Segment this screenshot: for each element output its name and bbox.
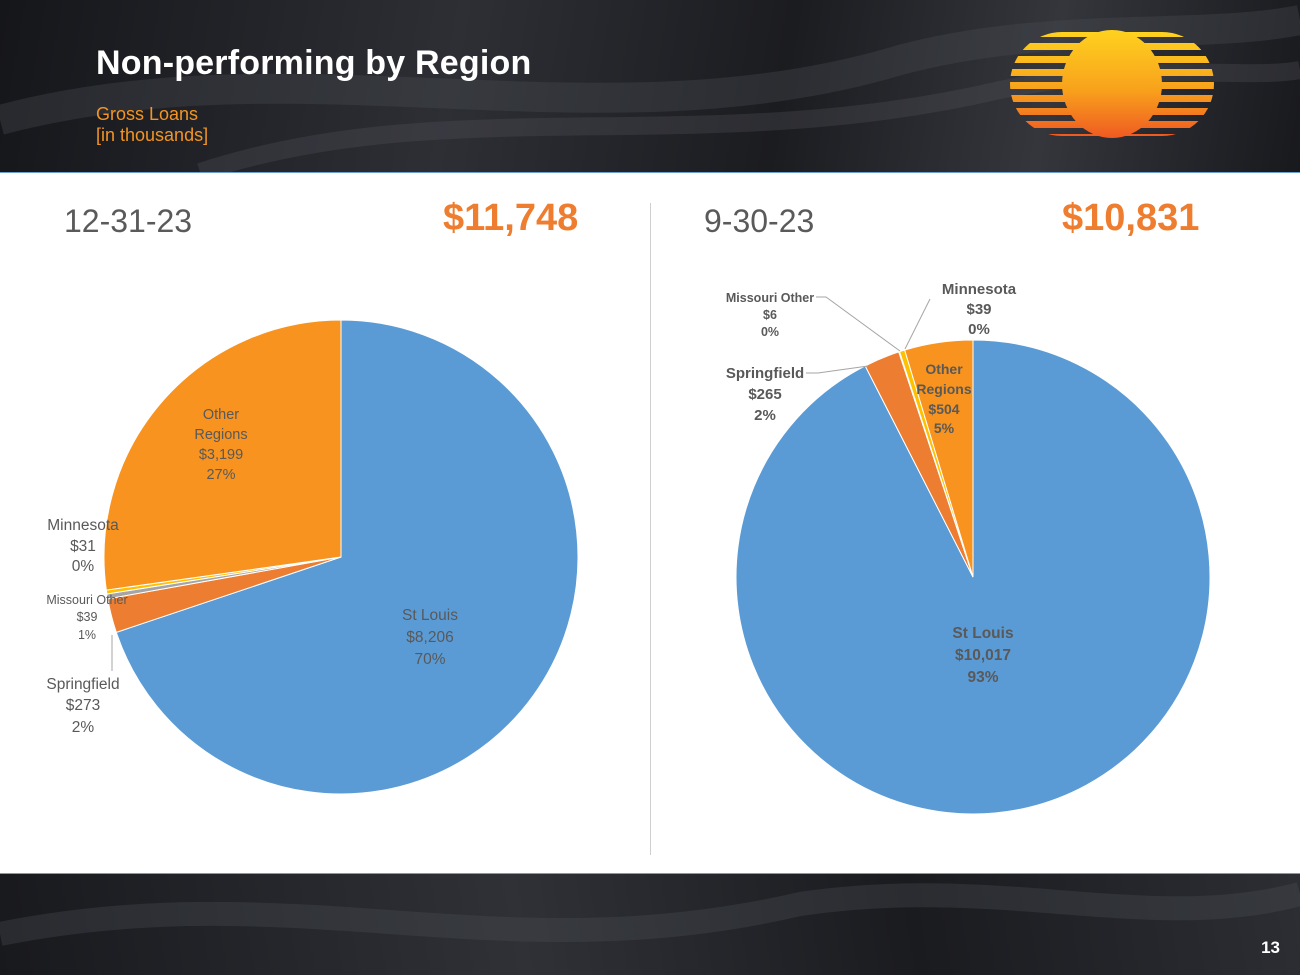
footer-swoosh-decoration: [0, 882, 1300, 946]
chart-1-label-value: $31: [70, 538, 96, 555]
chart-2-label-value: $39: [966, 301, 991, 318]
chart-2-label-pct: 0%: [968, 321, 990, 338]
chart-1-label-pct: 2%: [72, 719, 95, 736]
chart-2-label-name-line-2: Regions: [916, 381, 971, 397]
chart-2-label-minnesota: Minnesota $39 0%: [942, 281, 1017, 338]
pie-slice-st-louis: [115, 319, 579, 795]
chart-2-minnesota-leader-line: [904, 298, 931, 350]
chart-2-label-pct: 93%: [967, 669, 998, 686]
panel-divider: [650, 203, 651, 855]
chart-2-label-name: Missouri Other: [726, 291, 814, 305]
pie-chart-12-31-23: [103, 319, 579, 795]
chart-1-label-pct: 1%: [78, 628, 96, 642]
chart-1-label-value: $8,206: [406, 629, 453, 646]
chart-2-label-st-louis: St Louis $10,017 93%: [952, 625, 1013, 686]
chart-2-period: 9-30-23: [704, 203, 815, 239]
chart-1-label-name: Missouri Other: [46, 593, 127, 607]
chart-2-label-value: $10,017: [955, 647, 1011, 664]
slide-subtitle: Gross Loans [in thousands]: [96, 104, 208, 146]
chart-1-label-minnesota: Minnesota $31 0%: [47, 517, 119, 575]
chart-1-label-value: $273: [66, 697, 100, 714]
chart-2-label-pct: 2%: [754, 407, 776, 424]
chart-2-label-name-line-1: Other: [925, 361, 963, 377]
chart-1-label-value: $39: [77, 610, 98, 624]
company-logo-icon: [1010, 30, 1214, 138]
chart-1-label-pct: 27%: [206, 467, 235, 483]
pie-slice-other-regions: [103, 319, 342, 591]
charts-panel: 12-31-23 $11,748 9-30-23 $10,831 Other R…: [0, 172, 1300, 874]
chart-1-period: 12-31-23: [64, 203, 193, 239]
chart-2-label-pct: 5%: [934, 420, 955, 436]
chart-1-label-pct: 0%: [72, 558, 95, 575]
chart-1-label-value: $3,199: [199, 447, 243, 463]
chart-1-label-name-line-1: Other: [203, 407, 239, 423]
chart-2-label-value: $265: [748, 386, 781, 403]
chart-2-total: $10,831: [1062, 197, 1200, 239]
chart-1-label-name: Minnesota: [47, 517, 119, 534]
slide-title: Non-performing by Region: [96, 44, 532, 82]
chart-1-label-springfield: Springfield $273 2%: [46, 676, 119, 736]
chart-2-label-missouri-other: Missouri Other $6 0%: [726, 291, 814, 339]
chart-2-label-springfield: Springfield $265 2%: [726, 365, 804, 424]
chart-2-label-name: St Louis: [952, 625, 1013, 642]
chart-1-label-name: Springfield: [46, 676, 119, 693]
chart-1-label-name: St Louis: [402, 607, 458, 624]
chart-1-label-name-line-2: Regions: [194, 427, 247, 443]
footer-background: [0, 874, 1300, 975]
chart-1-label-st-louis: St Louis $8,206 70%: [402, 607, 458, 668]
chart-2-label-pct: 0%: [761, 325, 779, 339]
pie-charts-svg: Other Regions $3,199 27% St Louis $8,206…: [46, 281, 1211, 815]
chart-1-label-missouri-other: Missouri Other $39 1%: [46, 593, 127, 642]
page-number: 13: [1261, 938, 1280, 957]
pie-slice-other-regions: [904, 339, 974, 578]
chart-2-label-name: Springfield: [726, 365, 804, 382]
chart-1-label-pct: 70%: [414, 651, 445, 668]
chart-2-label-value: $6: [763, 308, 777, 322]
chart-2-missouri-other-leader-line: [816, 296, 901, 352]
pie-chart-9-30-23: [735, 339, 1211, 815]
subtitle-line-2: [in thousands]: [96, 125, 209, 145]
chart-2-springfield-leader-line: [806, 365, 869, 374]
chart-2-label-name: Minnesota: [942, 281, 1017, 298]
subtitle-line-1: Gross Loans: [96, 104, 199, 124]
chart-1-total: $11,748: [443, 197, 579, 239]
chart-2-label-other-regions: Other Regions $504 5%: [916, 361, 971, 436]
chart-2-label-value: $504: [928, 401, 959, 417]
chart-1-label-other-regions: Other Regions $3,199 27%: [194, 407, 247, 483]
